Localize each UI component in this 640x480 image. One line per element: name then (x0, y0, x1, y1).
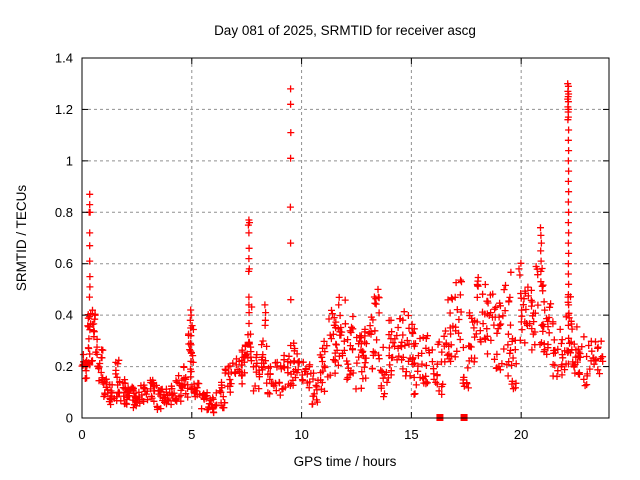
plot-border (81, 57, 610, 419)
x-tick-label: 0 (78, 427, 85, 442)
y-tick-label: 1 (66, 153, 73, 168)
x-tick-label: 5 (188, 427, 195, 442)
y-tick-label: 1.4 (55, 51, 73, 66)
y-tick-label: 0.4 (55, 308, 73, 323)
x-tick-label: 10 (294, 427, 308, 442)
y-tick-label: 0.2 (55, 359, 73, 374)
tick-labels: 0 5 10 15 20 0 0.2 0.4 0.6 0.8 1 1.2 1.4 (55, 51, 528, 443)
x-tick-label: 15 (404, 427, 418, 442)
y-tick-label: 0.6 (55, 256, 73, 271)
chart-title: Day 081 of 2025, SRMTID for receiver asc… (214, 23, 476, 38)
axis-ticks (81, 57, 609, 419)
y-tick-label: 1.2 (55, 102, 73, 117)
y-tick-label: 0 (66, 411, 73, 426)
x-tick-label: 20 (514, 427, 528, 442)
y-tick-label: 0.8 (55, 205, 73, 220)
y-axis-label: SRMTID / TECUs (14, 185, 29, 292)
x-axis-label: GPS time / hours (294, 454, 397, 469)
